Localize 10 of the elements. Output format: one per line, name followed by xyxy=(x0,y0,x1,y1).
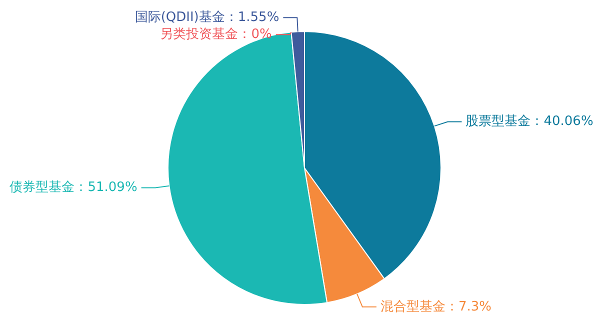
category-label: 另类投资基金 xyxy=(160,27,238,42)
data-label: ：51.09% xyxy=(74,180,138,196)
data-label: ：40.06% xyxy=(530,114,594,130)
slice-label: 股票型基金 xyxy=(466,114,531,130)
slice-label: 债券型基金 xyxy=(10,180,75,196)
data-label: ：1.55% xyxy=(224,10,280,26)
text: ：0% xyxy=(238,27,272,42)
slice-label: 国际(QDII)基金 xyxy=(134,10,225,26)
slice-label: 混合型基金 xyxy=(380,299,446,314)
data-label: ：7.3% xyxy=(445,299,492,314)
